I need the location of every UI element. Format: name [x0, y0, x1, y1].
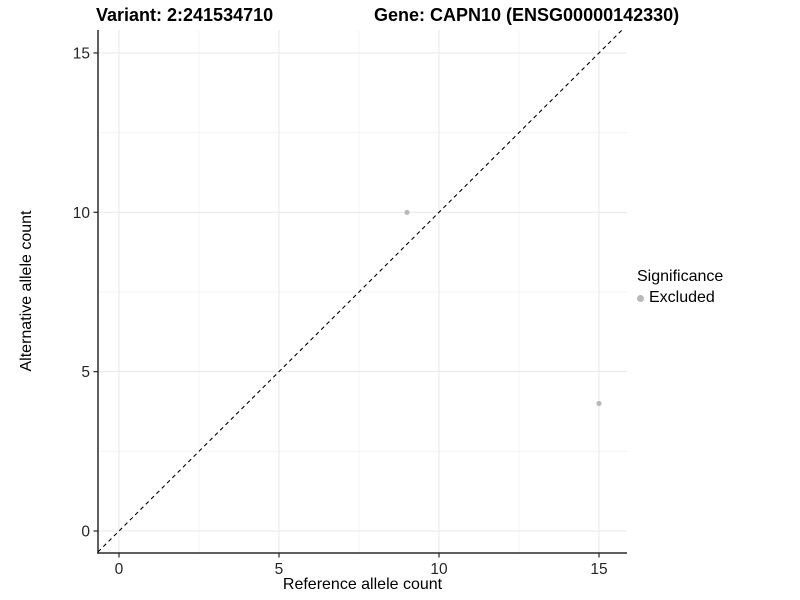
identity-line	[97, 29, 623, 553]
y-tick-label: 15	[73, 45, 90, 62]
data-point	[596, 400, 602, 407]
x-axis-title: Reference allele count	[282, 576, 443, 593]
legend-item-label: Excluded	[649, 289, 715, 306]
variant-title: Variant: 2:241534710	[96, 5, 274, 25]
data-point	[404, 209, 410, 215]
y-tick-label: 10	[73, 205, 91, 222]
y-tick-label: 5	[81, 364, 90, 381]
x-tick-label: 0	[115, 561, 124, 578]
legend-title: Significance	[637, 268, 724, 285]
y-tick-label: 0	[81, 524, 90, 541]
legend-item: Excluded	[637, 289, 723, 307]
x-tick-label: 5	[275, 561, 284, 578]
legend-point-icon	[637, 294, 644, 302]
y-axis-title: Alternative allele count	[18, 210, 35, 372]
x-tick-label: 10	[430, 561, 448, 578]
x-tick-label: 15	[590, 561, 607, 578]
gene-title: Gene: CAPN10 (ENSG00000142330)	[374, 5, 680, 25]
legend: Significance Excluded	[637, 268, 723, 307]
